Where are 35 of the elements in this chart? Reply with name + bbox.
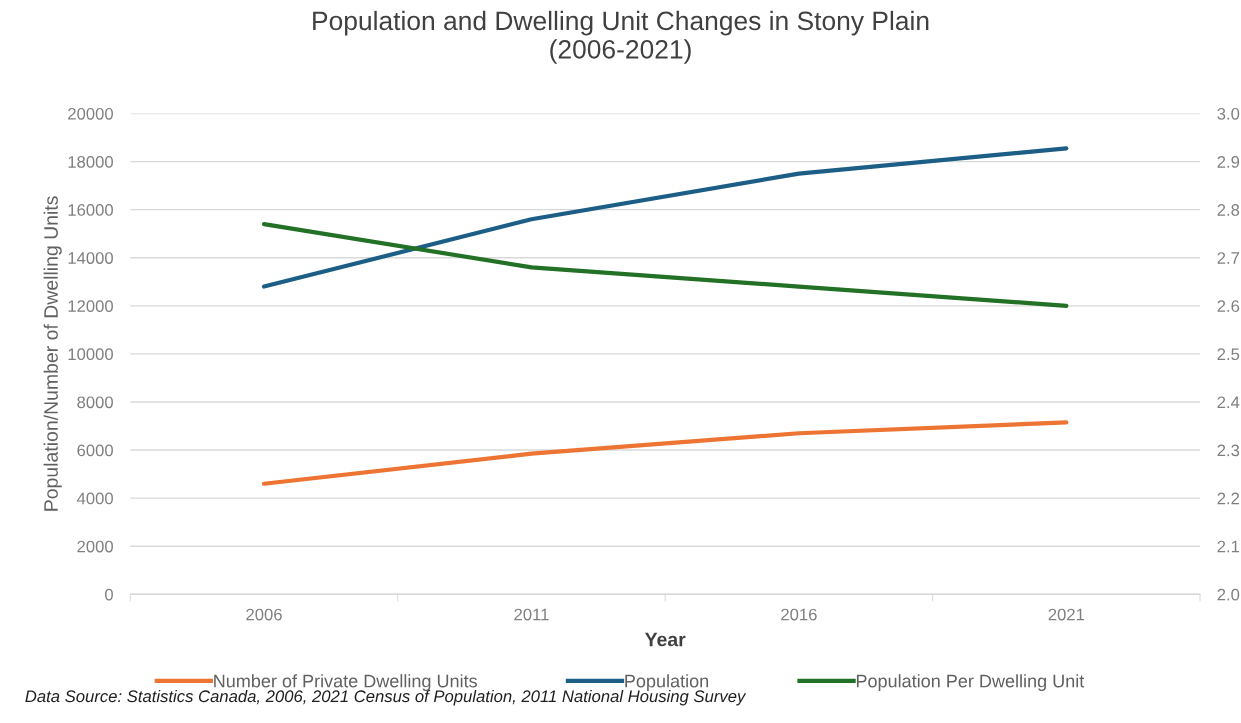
y2-tick-label: 2.4 [1217,396,1240,409]
line-series [261,146,1069,289]
y2-tick-label: 2.8 [1217,204,1240,216]
y-tick-label: 10000 [68,348,113,361]
y-tick-label: 8000 [77,396,113,409]
line-series [261,420,1069,486]
y-tick-label: 4000 [76,492,113,505]
legend-label: Population [625,674,709,692]
line-series [261,222,1069,308]
y-tick-label: 18000 [68,155,113,168]
x-tick-label: 2021 [1048,608,1085,621]
y2-tick-label: 2.6 [1217,300,1240,313]
y2-tick-label: 2.3 [1217,444,1240,457]
y-tick-label: 6000 [77,444,113,457]
y-tick-label: 16000 [68,204,113,216]
y2-tick-label: 3.0 [1217,107,1240,120]
y2-tick-label: 2.0 [1217,588,1240,601]
chart-title: Population and Dwelling Unit Changes in Stony Plain (2006-2021) [313,10,929,64]
y2-tick-label: 2.1 [1217,540,1240,553]
x-tick-label: 2016 [781,608,817,621]
y2-tick-label: 2.5 [1217,348,1240,361]
y2-tick-label: 2.7 [1217,252,1240,264]
x-tick-label: 2006 [246,608,282,621]
x-tick-label: 2011 [514,608,549,621]
y-axis-title: Population/Number of Dwelling Units [43,196,62,511]
y-tick-label: 0 [105,588,113,601]
y2-tick-label: 2.9 [1217,155,1240,168]
legend-label: Population Per Dwelling Unit [856,674,1085,692]
y-tick-label: 2000 [77,540,113,553]
y-tick-label: 14000 [68,252,113,264]
x-axis-title: Year [644,632,686,647]
y-tick-label: 20000 [68,107,113,120]
y2-tick-label: 2.2 [1217,492,1240,505]
y-tick-label: 12000 [68,300,113,313]
source-note: Data Source: Statistics Canada, 2006, 2021 Census of Population, 2011 National Housing Survey [25,689,747,706]
